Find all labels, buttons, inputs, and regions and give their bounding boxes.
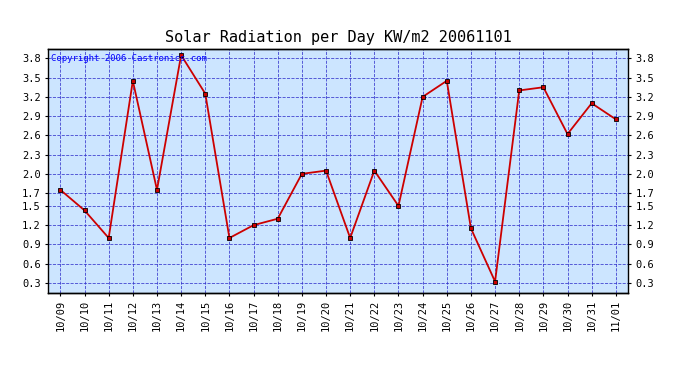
Text: Copyright 2006 Castronics.com: Copyright 2006 Castronics.com — [51, 54, 207, 63]
Title: Solar Radiation per Day KW/m2 20061101: Solar Radiation per Day KW/m2 20061101 — [165, 30, 511, 45]
